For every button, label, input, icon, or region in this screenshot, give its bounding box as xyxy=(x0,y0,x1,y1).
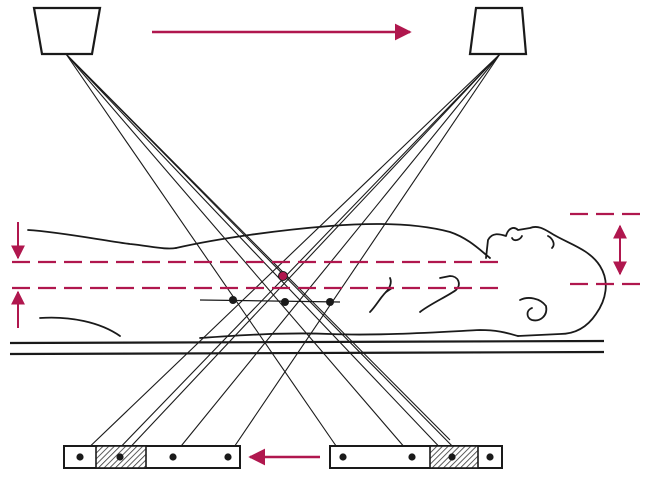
patient-outline xyxy=(27,223,607,339)
focal-point-marker xyxy=(278,271,288,281)
film-cassette-right xyxy=(329,445,503,469)
patient-table xyxy=(9,339,605,356)
xray-tube-right-icon xyxy=(468,6,528,56)
object-point-center xyxy=(281,298,289,306)
xray-tube-left-icon xyxy=(32,6,102,56)
focal-plane-lines xyxy=(12,212,642,290)
object-plane-segment xyxy=(199,299,341,303)
rays-right-tube xyxy=(79,53,501,457)
object-point-right xyxy=(326,298,334,306)
film-cassette-left xyxy=(63,445,241,469)
rays-left-tube xyxy=(65,53,463,457)
object-point-left xyxy=(229,296,237,304)
